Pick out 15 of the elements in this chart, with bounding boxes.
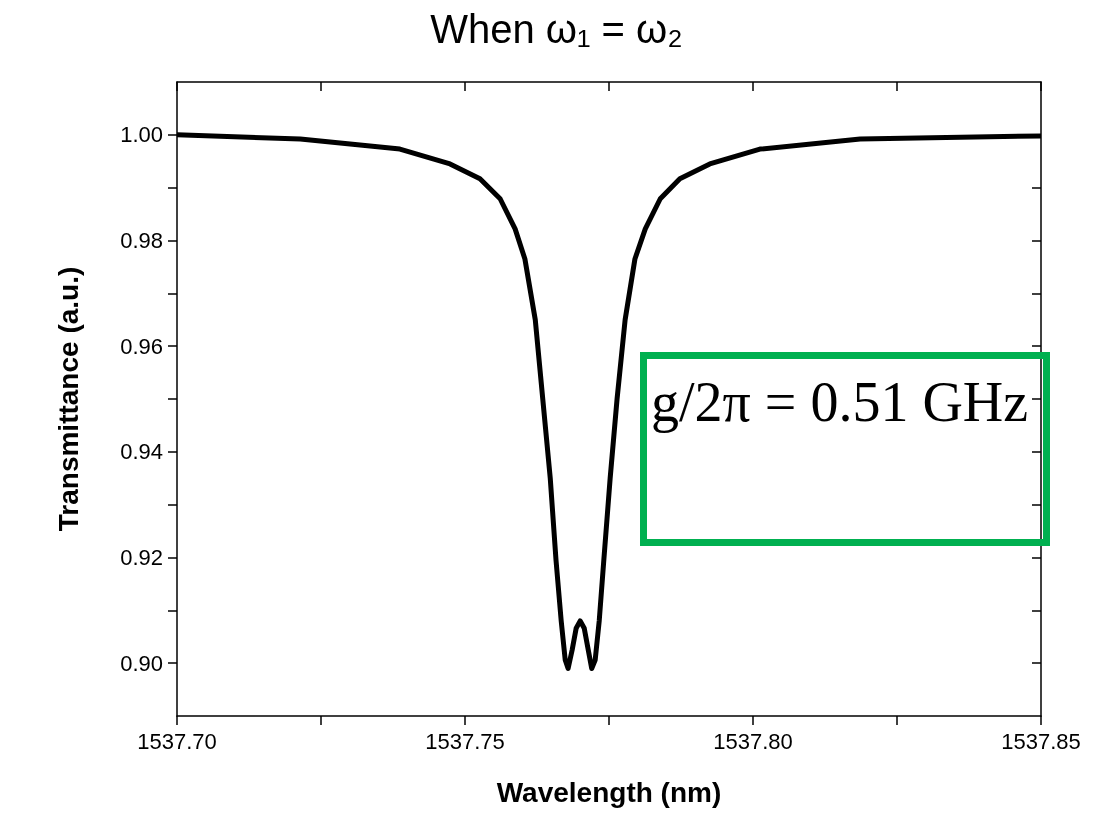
x-tick-label: 1537.75 [425, 728, 505, 754]
y-tick-label: 0.94 [120, 439, 163, 465]
y-tick-label: 1.00 [120, 122, 163, 148]
chart-title: When ω₁ = ω₂ [430, 7, 683, 51]
x-tick-label: 1537.85 [1001, 728, 1081, 754]
y-tick-label: 0.96 [120, 333, 163, 359]
y-tick-label: 0.98 [120, 228, 163, 253]
y-tick-label: 0.92 [120, 545, 163, 570]
y-axis-title: Transmittance (a.u.) [52, 266, 84, 532]
x-tick-label: 1537.80 [713, 728, 793, 754]
y-tick-label: 0.90 [120, 650, 163, 676]
x-tick-label: 1537.70 [137, 728, 217, 754]
x-axis-title: Wavelength (nm) [496, 776, 722, 808]
annotation: g/2π = 0.51 GHz [651, 370, 1030, 435]
text-frame: g/2π = 0.51 GHz [640, 352, 1050, 546]
